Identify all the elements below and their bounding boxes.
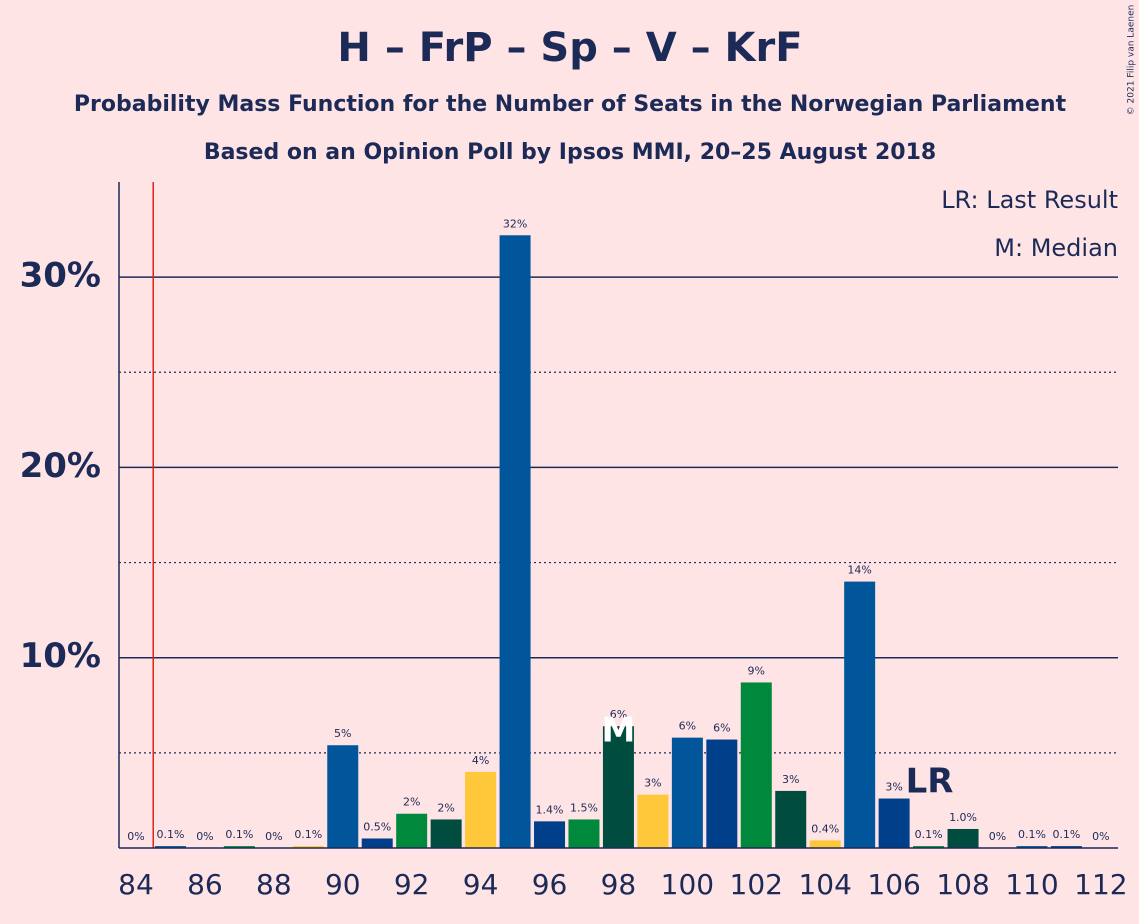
value-label: 6% xyxy=(610,708,627,721)
value-label: 0.1% xyxy=(915,828,943,841)
bar xyxy=(154,846,186,848)
bar xyxy=(602,726,634,848)
value-label: 0% xyxy=(265,830,282,843)
bar xyxy=(1050,846,1082,848)
bar xyxy=(568,819,600,848)
value-label: 0.1% xyxy=(1018,828,1046,841)
value-label: 0.4% xyxy=(811,822,839,835)
bar xyxy=(292,846,324,848)
bar xyxy=(465,771,497,848)
bar xyxy=(775,790,807,848)
value-label: 5% xyxy=(334,727,351,740)
bar xyxy=(396,813,428,848)
bar xyxy=(499,235,531,848)
value-label: 0.1% xyxy=(156,828,184,841)
value-label: 4% xyxy=(472,754,489,767)
x-tick-label: 110 xyxy=(1005,868,1058,901)
bar xyxy=(878,798,910,848)
bar xyxy=(1016,846,1048,848)
value-label: 2% xyxy=(437,801,454,814)
legend-entry: LR: Last Result xyxy=(941,186,1118,214)
x-tick-label: 108 xyxy=(936,868,989,901)
y-tick-label: 10% xyxy=(20,636,101,676)
value-label: 0% xyxy=(1092,830,1109,843)
y-tick-label: 20% xyxy=(20,446,101,486)
bar xyxy=(809,840,841,848)
value-label: 1.5% xyxy=(570,801,598,814)
x-tick-label: 86 xyxy=(187,868,223,901)
bar xyxy=(740,682,772,848)
x-tick-label: 106 xyxy=(867,868,920,901)
x-tick-label: 102 xyxy=(730,868,783,901)
x-tick-label: 112 xyxy=(1074,868,1127,901)
value-label: 0% xyxy=(127,830,144,843)
bar xyxy=(947,828,979,848)
x-tick-label: 104 xyxy=(798,868,851,901)
value-label: 9% xyxy=(748,664,765,677)
value-label: 3% xyxy=(885,781,902,794)
value-label: 32% xyxy=(503,217,527,230)
value-label: 0.5% xyxy=(363,820,391,833)
value-label: 0.1% xyxy=(225,828,253,841)
bar xyxy=(361,838,393,848)
value-label: 0.1% xyxy=(1052,828,1080,841)
value-label: 0.1% xyxy=(294,828,322,841)
chart-title: H – FrP – Sp – V – KrF xyxy=(337,25,802,71)
x-tick-label: 92 xyxy=(394,868,430,901)
annotation: LR xyxy=(906,762,954,802)
bar xyxy=(913,846,945,848)
bar xyxy=(844,581,876,848)
x-tick-label: 100 xyxy=(661,868,714,901)
x-tick-label: 96 xyxy=(532,868,568,901)
chart-subtitle: Based on an Opinion Poll by Ipsos MMI, 2… xyxy=(204,140,936,165)
bar xyxy=(671,737,703,848)
value-label: 3% xyxy=(782,773,799,786)
annotation: M xyxy=(602,711,636,751)
value-label: 1.0% xyxy=(949,811,977,824)
bar xyxy=(637,794,669,848)
value-label: 1.4% xyxy=(536,803,564,816)
value-label: 2% xyxy=(403,796,420,809)
x-tick-label: 88 xyxy=(256,868,292,901)
x-tick-label: 84 xyxy=(118,868,154,901)
chart-subtitle: Probability Mass Function for the Number… xyxy=(74,92,1067,117)
value-label: 0% xyxy=(196,830,213,843)
x-tick-label: 94 xyxy=(463,868,499,901)
bar xyxy=(534,821,566,848)
bar xyxy=(430,819,462,848)
value-label: 14% xyxy=(847,564,871,577)
bar xyxy=(706,739,738,848)
value-label: 3% xyxy=(644,777,661,790)
x-tick-label: 98 xyxy=(601,868,637,901)
x-tick-label: 90 xyxy=(325,868,361,901)
y-tick-label: 30% xyxy=(20,256,101,296)
bar xyxy=(327,745,359,848)
value-label: 6% xyxy=(679,720,696,733)
credit: © 2021 Filip van Laenen xyxy=(1127,5,1137,116)
value-label: 6% xyxy=(713,722,730,735)
legend-entry: M: Median xyxy=(994,234,1118,262)
bar xyxy=(223,846,255,848)
value-label: 0% xyxy=(989,830,1006,843)
